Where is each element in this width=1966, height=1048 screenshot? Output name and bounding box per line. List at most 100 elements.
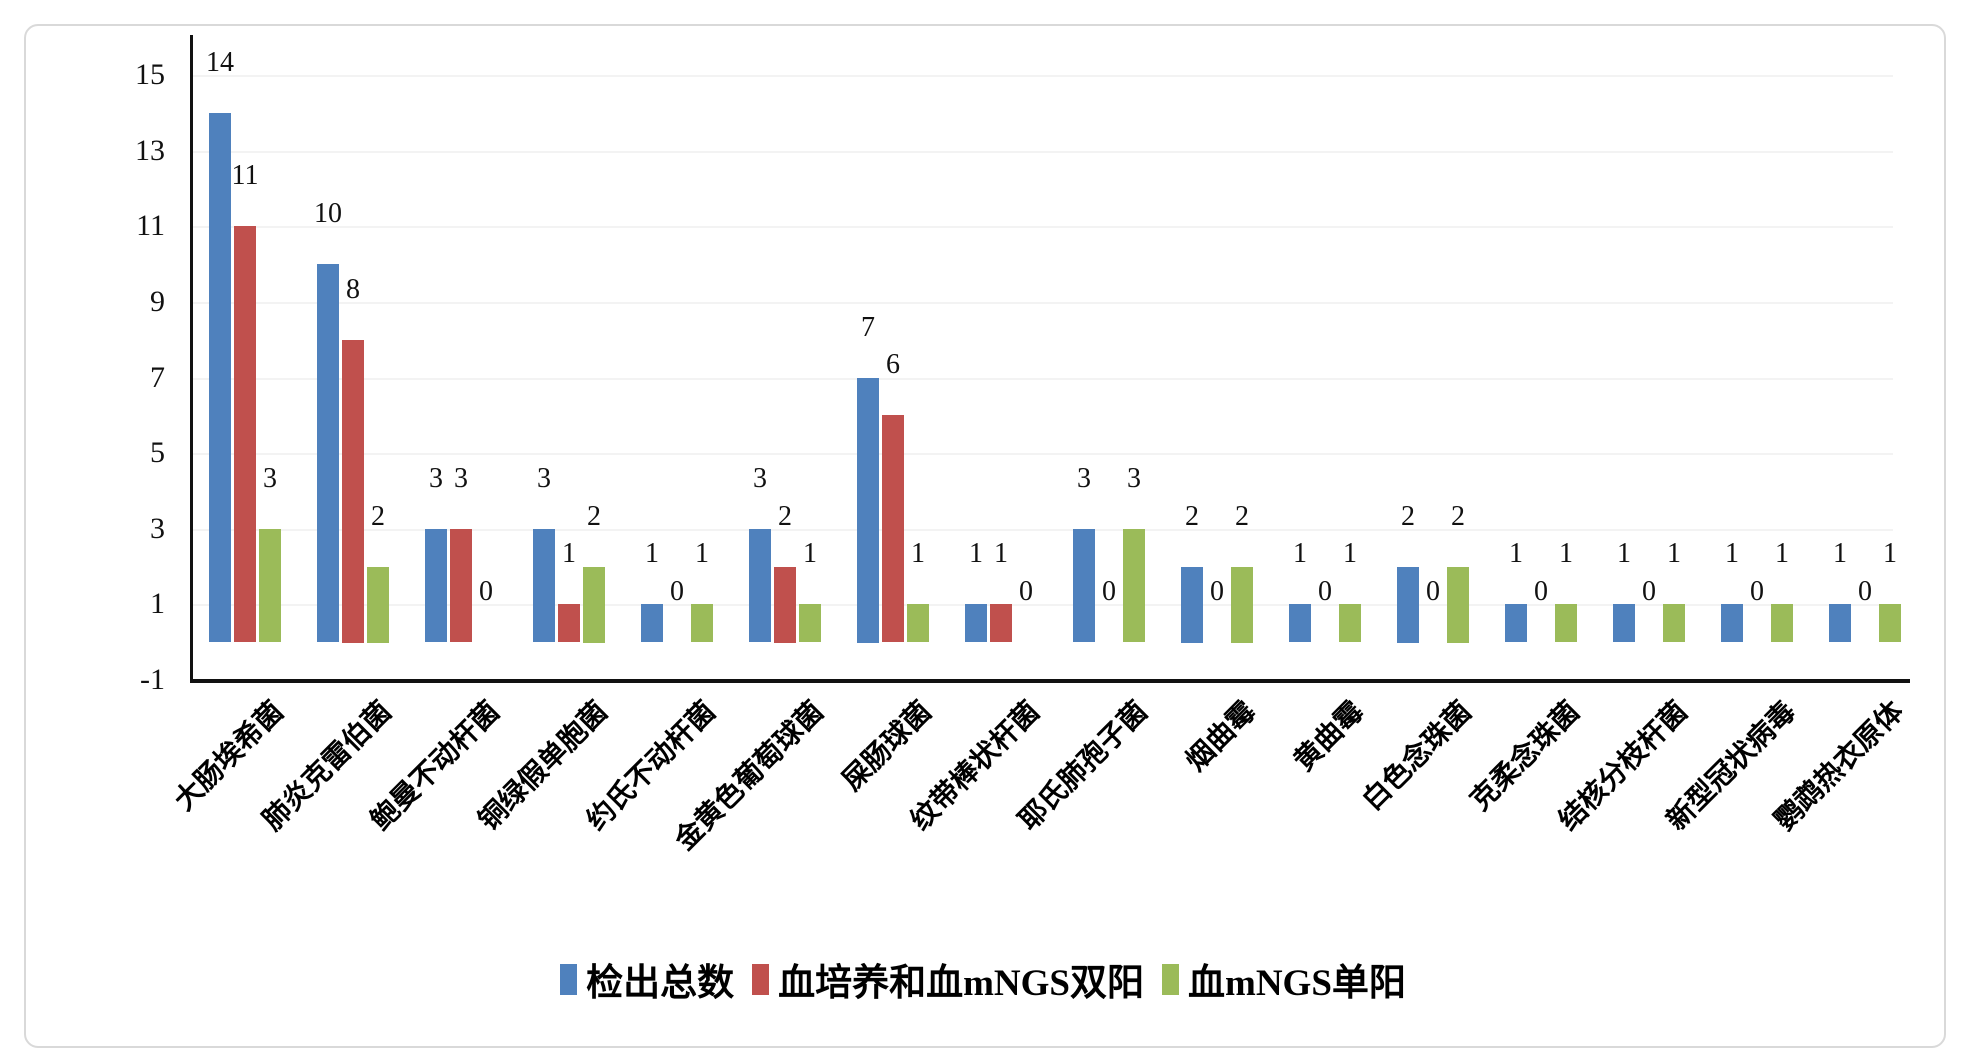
bar-value-label: 1 [1667, 538, 1681, 569]
bar-series-1 [641, 604, 663, 642]
legend-label: 血mNGS单阳 [1188, 963, 1406, 1004]
y-axis-tick-label: 5 [150, 436, 165, 469]
bar-value-label: 2 [1185, 501, 1199, 532]
y-axis-tick-label: 11 [136, 209, 165, 242]
gridline [190, 378, 1893, 380]
bar-value-label: 0 [1534, 576, 1548, 607]
bar-value-label: 10 [314, 198, 342, 229]
bar-value-label: 1 [1559, 538, 1573, 569]
bar-value-label: 1 [969, 538, 983, 569]
bar-series-3 [691, 604, 713, 642]
bar-value-label: 0 [1210, 576, 1224, 607]
bar-series-1 [209, 113, 231, 642]
bar-value-label: 3 [1127, 463, 1141, 494]
bar-series-1 [1505, 604, 1527, 642]
bar-series-2 [558, 604, 580, 642]
y-axis-tick-label: -1 [140, 663, 165, 696]
bar-value-label: 0 [1019, 576, 1033, 607]
bar-series-1 [857, 378, 879, 643]
bar-value-label: 14 [206, 47, 234, 78]
y-axis-line [190, 35, 193, 683]
bar-value-label: 3 [454, 463, 468, 494]
bar-series-3 [799, 604, 821, 642]
bar-series-1 [1289, 604, 1311, 642]
legend-swatch [752, 963, 770, 995]
bar-value-label: 3 [429, 463, 443, 494]
gridline [190, 453, 1893, 455]
legend-item-3: 血mNGS单阳 [1162, 952, 1406, 1006]
bar-value-label: 0 [479, 576, 493, 607]
bar-series-1 [1829, 604, 1851, 642]
bar-series-1 [533, 529, 555, 642]
legend-item-1: 检出总数 [560, 952, 734, 1006]
bar-value-label: 1 [1293, 538, 1307, 569]
bar-value-label: 2 [587, 501, 601, 532]
bar-series-1 [317, 264, 339, 642]
bar-value-label: 7 [861, 312, 875, 343]
legend-label: 血培养和血mNGS双阳 [778, 963, 1144, 1004]
bar-value-label: 0 [1318, 576, 1332, 607]
bar-value-label: 0 [1642, 576, 1656, 607]
bar-value-label: 1 [562, 538, 576, 569]
chart-legend: 检出总数 血培养和血mNGS双阳 血mNGS单阳 [0, 952, 1966, 1006]
bar-series-3 [1123, 529, 1145, 642]
bar-value-label: 0 [670, 576, 684, 607]
bar-series-3 [1771, 604, 1793, 642]
y-axis-tick-label: 1 [150, 587, 165, 620]
bar-value-label: 3 [263, 463, 277, 494]
bar-value-label: 2 [1451, 501, 1465, 532]
bar-value-label: 1 [994, 538, 1008, 569]
bar-series-3 [367, 567, 389, 643]
bar-series-1 [1613, 604, 1635, 642]
bar-value-label: 8 [346, 274, 360, 305]
bar-series-2 [234, 226, 256, 642]
bar-series-3 [1555, 604, 1577, 642]
bar-value-label: 2 [371, 501, 385, 532]
legend-label: 检出总数 [586, 963, 735, 1004]
bar-series-1 [1397, 567, 1419, 643]
bar-series-3 [1231, 567, 1253, 643]
bar-value-label: 1 [695, 538, 709, 569]
legend-item-2: 血培养和血mNGS双阳 [752, 952, 1144, 1006]
bar-value-label: 6 [886, 349, 900, 380]
x-axis-line [190, 679, 1910, 683]
bar-value-label: 11 [231, 160, 259, 191]
bar-series-1 [1181, 567, 1203, 643]
bar-series-1 [965, 604, 987, 642]
bar-value-label: 2 [778, 501, 792, 532]
bar-series-3 [1663, 604, 1685, 642]
bar-series-1 [1721, 604, 1743, 642]
bar-value-label: 1 [911, 538, 925, 569]
bar-series-1 [1073, 529, 1095, 642]
bar-value-label: 1 [1883, 538, 1897, 569]
y-axis-tick-label: 9 [150, 285, 165, 318]
bar-value-label: 0 [1750, 576, 1764, 607]
bar-series-1 [749, 529, 771, 642]
bar-value-label: 1 [1509, 538, 1523, 569]
bar-series-2 [342, 340, 364, 643]
bar-value-label: 1 [645, 538, 659, 569]
bar-value-label: 2 [1401, 501, 1415, 532]
bar-value-label: 1 [1617, 538, 1631, 569]
bar-series-3 [1447, 567, 1469, 643]
bar-series-3 [583, 567, 605, 643]
legend-swatch [1162, 963, 1179, 995]
legend-swatch [560, 963, 578, 995]
gridline [190, 151, 1893, 153]
bar-value-label: 3 [1077, 463, 1091, 494]
bar-series-3 [259, 529, 281, 642]
y-axis-tick-label: 3 [150, 512, 165, 545]
bar-series-3 [1339, 604, 1361, 642]
bar-value-label: 1 [1833, 538, 1847, 569]
y-axis-tick-label: 7 [150, 361, 165, 394]
bar-value-label: 1 [1343, 538, 1357, 569]
bar-value-label: 3 [537, 463, 551, 494]
bar-series-3 [907, 604, 929, 642]
bar-series-3 [1879, 604, 1901, 642]
bar-value-label: 1 [1775, 538, 1789, 569]
bar-value-label: 0 [1426, 576, 1440, 607]
gridline [190, 302, 1893, 304]
bar-value-label: 3 [753, 463, 767, 494]
gridline [190, 226, 1893, 228]
